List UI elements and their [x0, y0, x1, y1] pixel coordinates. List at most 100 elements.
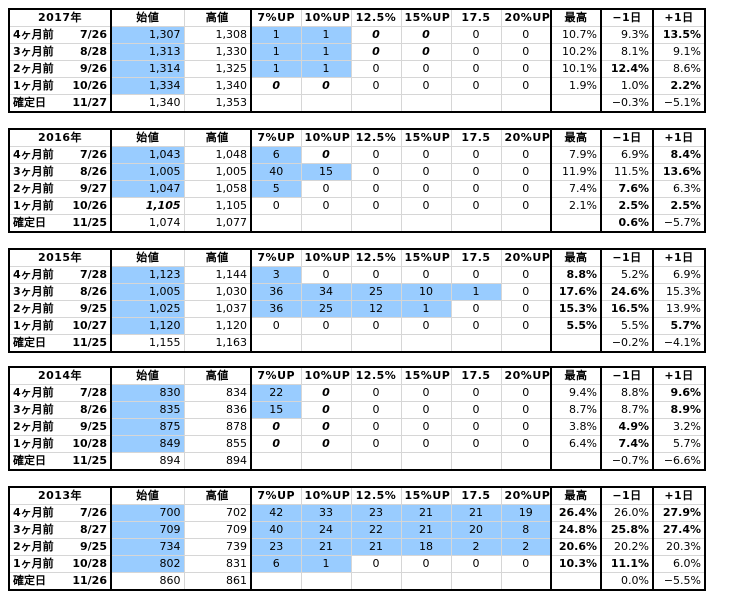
- threshold-count: 21: [450, 504, 502, 522]
- max-value: 10.1%: [550, 60, 602, 78]
- threshold-header: 15%UP: [400, 486, 452, 505]
- year-table: 2016年 始値 高値 7%UP 10%UP 12.5% 15%UP 17.5 20%UP 最高 −…: [8, 128, 736, 233]
- high-value: 1,037: [183, 300, 252, 318]
- max-value: 10.7%: [550, 26, 602, 44]
- threshold-count: 0: [450, 197, 502, 215]
- period-label: 2ヶ月前: [13, 420, 54, 433]
- threshold-count: 25: [300, 300, 352, 318]
- plus1-value: 9.1%: [652, 43, 706, 61]
- threshold-count: 0: [500, 180, 552, 198]
- threshold-count: 0: [500, 266, 552, 284]
- threshold-header: 15%UP: [400, 8, 452, 27]
- date-label: 11/27: [72, 96, 107, 109]
- threshold-count: [250, 214, 302, 233]
- threshold-count: 0: [350, 266, 402, 284]
- header-row: 2013年 始値 高値 7%UP 10%UP 12.5% 15%UP 17.5 20%UP 最高 −…: [8, 486, 736, 505]
- max-value: 5.5%: [550, 317, 602, 335]
- open-value: 1,005: [110, 163, 185, 181]
- minus1-value: 25.8%: [600, 521, 654, 539]
- threshold-count: [350, 452, 402, 471]
- year-label: 2013年: [8, 486, 112, 505]
- plus1-value: 13.9%: [652, 300, 706, 318]
- threshold-count: 19: [500, 504, 552, 522]
- year-block-2017: 2017年 始値 高値 7%UP 10%UP 12.5% 15%UP 17.5 20%UP 最高 −…: [8, 8, 736, 113]
- open-value: 1,120: [110, 317, 185, 335]
- threshold-header: 7%UP: [250, 486, 302, 505]
- table-row: 4ヶ月前 7/28 1,123 1,144 3 0 0 0 0 0 8.8% 5.2% 6.9%: [8, 266, 736, 284]
- row-label: 3ヶ月前 8/26: [8, 283, 112, 301]
- threshold-count: [400, 94, 452, 113]
- period-label: 4ヶ月前: [13, 28, 54, 41]
- year-label: 2015年: [8, 248, 112, 267]
- threshold-count: [300, 334, 352, 353]
- date-label: 11/25: [72, 336, 107, 349]
- threshold-header: 12.5%: [350, 248, 402, 267]
- threshold-count: 0: [400, 384, 452, 402]
- period-label: 確定日: [13, 454, 46, 467]
- threshold-count: 25: [350, 283, 402, 301]
- year-block-2013: 2013年 始値 高値 7%UP 10%UP 12.5% 15%UP 17.5 20%UP 最高 −…: [8, 486, 736, 591]
- date-label: 9/26: [80, 62, 107, 75]
- date-label: 7/28: [80, 386, 107, 399]
- open-value: 1,123: [110, 266, 185, 284]
- threshold-count: 6: [250, 555, 302, 573]
- threshold-count: [350, 214, 402, 233]
- row-label: 4ヶ月前 7/28: [8, 384, 112, 402]
- threshold-count: 0: [400, 43, 452, 61]
- table-row: 4ヶ月前 7/26 1,307 1,308 1 1 0 0 0 0 10.7% 9.3% 13.5%: [8, 26, 736, 44]
- high-value: 836: [183, 401, 252, 419]
- header-row: 2014年 始値 高値 7%UP 10%UP 12.5% 15%UP 17.5 20%UP 最高 −…: [8, 366, 736, 385]
- max-value: 10.3%: [550, 555, 602, 573]
- threshold-count: 0: [350, 43, 402, 61]
- period-label: 確定日: [13, 216, 46, 229]
- confirm-row: 確定日 11/26 860 861 0.0% −5.5%: [8, 572, 736, 591]
- max-value: 8.8%: [550, 266, 602, 284]
- threshold-count: 22: [250, 384, 302, 402]
- threshold-header: 7%UP: [250, 128, 302, 147]
- period-label: 1ヶ月前: [13, 319, 54, 332]
- date-label: 7/28: [80, 268, 107, 281]
- max-value: 7.4%: [550, 180, 602, 198]
- minus1-value: 6.9%: [600, 146, 654, 164]
- period-label: 1ヶ月前: [13, 437, 54, 450]
- minus1-value: 5.2%: [600, 266, 654, 284]
- threshold-count: 0: [450, 60, 502, 78]
- threshold-count: 0: [250, 197, 302, 215]
- minus1-value: 4.9%: [600, 418, 654, 436]
- header-row: 2016年 始値 高値 7%UP 10%UP 12.5% 15%UP 17.5 20%UP 最高 −…: [8, 128, 736, 147]
- plus1-value: 2.2%: [652, 77, 706, 95]
- confirm-row: 確定日 11/27 1,340 1,353 −0.3% −5.1%: [8, 94, 736, 113]
- threshold-header: 15%UP: [400, 128, 452, 147]
- threshold-count: 0: [400, 197, 452, 215]
- period-label: 3ヶ月前: [13, 285, 54, 298]
- date-label: 7/26: [80, 28, 107, 41]
- threshold-count: 0: [400, 401, 452, 419]
- open-value: 1,047: [110, 180, 185, 198]
- max-value: [550, 334, 602, 353]
- minus1-header: −1日: [600, 366, 654, 385]
- table-row: 1ヶ月前 10/28 849 855 0 0 0 0 0 0 6.4% 7.4% 5.7%: [8, 435, 736, 453]
- max-header: 最高: [550, 366, 602, 385]
- threshold-header: 17.5: [450, 248, 502, 267]
- high-header: 高値: [183, 128, 252, 147]
- max-value: 9.4%: [550, 384, 602, 402]
- open-value: 835: [110, 401, 185, 419]
- period-label: 4ヶ月前: [13, 148, 54, 161]
- minus1-value: 20.2%: [600, 538, 654, 556]
- threshold-count: 0: [500, 418, 552, 436]
- high-value: 702: [183, 504, 252, 522]
- row-label: 2ヶ月前 9/27: [8, 180, 112, 198]
- open-value: 734: [110, 538, 185, 556]
- threshold-count: 0: [400, 60, 452, 78]
- open-header: 始値: [110, 486, 185, 505]
- minus1-value: 5.5%: [600, 317, 654, 335]
- high-header: 高値: [183, 8, 252, 27]
- threshold-count: 0: [400, 418, 452, 436]
- minus1-header: −1日: [600, 248, 654, 267]
- threshold-count: [350, 94, 402, 113]
- threshold-count: 0: [300, 146, 352, 164]
- threshold-count: 1: [450, 283, 502, 301]
- high-value: 1,340: [183, 77, 252, 95]
- plus1-value: −6.6%: [652, 452, 706, 471]
- max-header: 最高: [550, 486, 602, 505]
